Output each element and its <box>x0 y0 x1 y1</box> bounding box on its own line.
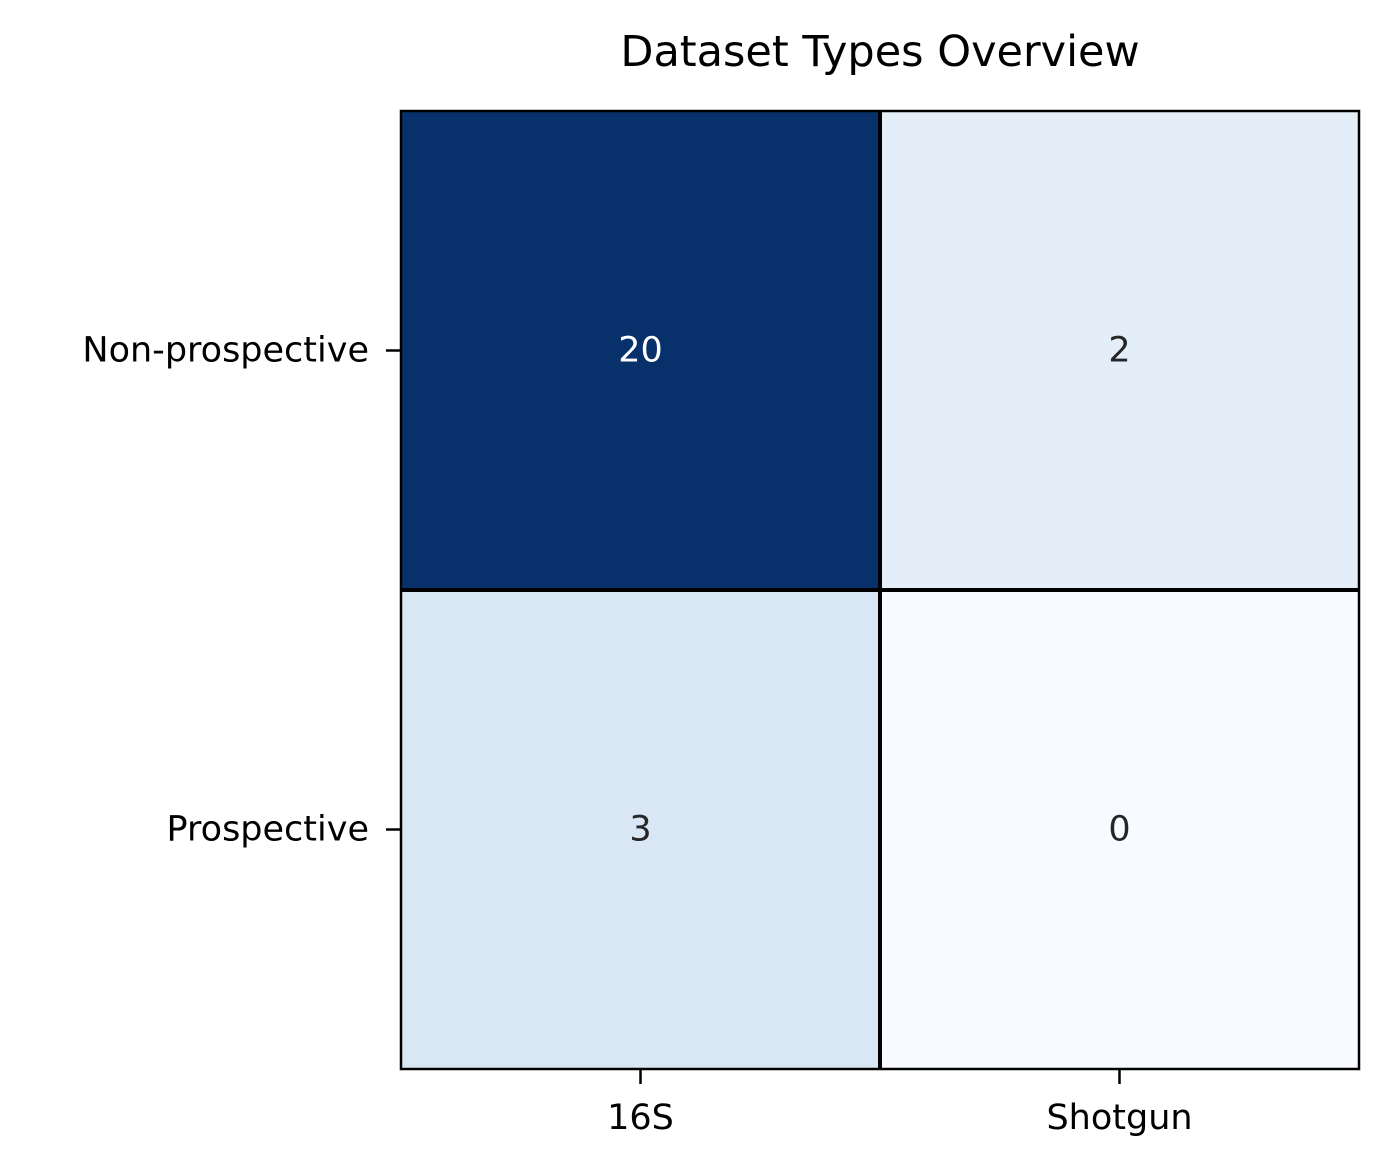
plot-frame <box>399 109 1361 1071</box>
x-tick-label: 16S <box>607 1098 674 1138</box>
y-axis: Non-prospective Prospective <box>82 331 401 850</box>
cell-borders <box>401 111 1359 1069</box>
cell-value-label: 2 <box>1108 331 1130 371</box>
heatmap-cell <box>880 590 1359 1069</box>
cell-value-labels: 20 2 3 0 <box>618 331 1130 850</box>
cell-value-label: 3 <box>629 810 651 850</box>
heatmap-cell <box>880 111 1359 590</box>
heatmap-cells <box>401 111 1359 1069</box>
cell-value-label: 0 <box>1108 810 1130 850</box>
y-tick-label: Prospective <box>167 810 369 850</box>
cell-value-label: 20 <box>618 331 663 371</box>
heatmap-cell <box>401 111 880 590</box>
y-tick-label: Non-prospective <box>82 331 369 371</box>
x-axis: 16S Shotgun <box>607 1069 1193 1138</box>
heatmap-cell <box>401 590 880 1069</box>
chart-title: Dataset Types Overview <box>620 27 1139 77</box>
x-tick-label: Shotgun <box>1046 1098 1192 1138</box>
